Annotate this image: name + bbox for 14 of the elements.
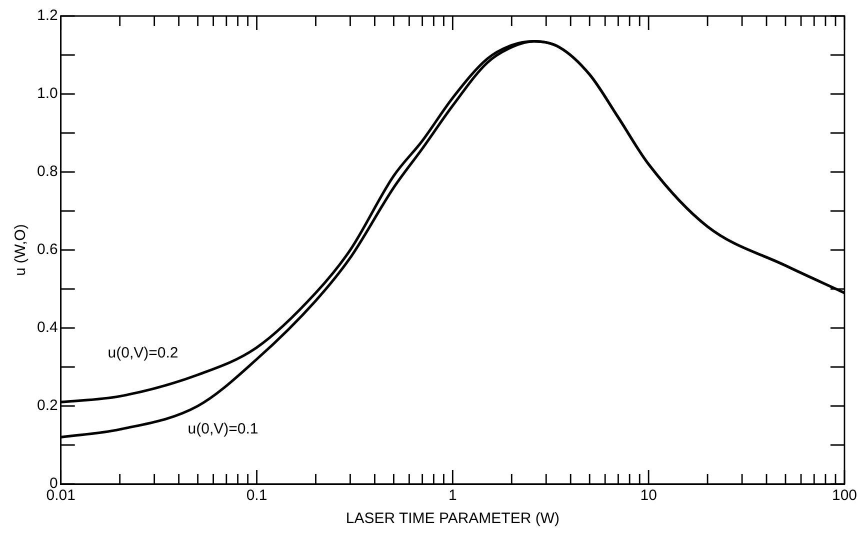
x-axis-title: LASER TIME PARAMETER (W) xyxy=(346,510,560,528)
x-tick-label: 10 xyxy=(640,487,657,504)
y-tick-label: 0.6 xyxy=(36,241,58,258)
y-tick-label: 1.0 xyxy=(36,85,58,102)
x-tick-label: 100 xyxy=(832,487,857,504)
x-tick-label: 0.1 xyxy=(246,487,268,504)
y-tick-label: 0.4 xyxy=(36,319,58,336)
y-axis-title: u (W,O) xyxy=(12,224,30,276)
y-tick-label: 1.2 xyxy=(36,7,58,24)
y-tick-label: 0.2 xyxy=(36,397,58,414)
x-tick-label: 1 xyxy=(448,487,457,504)
series-label: u(0,V)=0.1 xyxy=(188,420,258,438)
y-tick-label: 0.8 xyxy=(36,163,58,180)
series-label: u(0,V)=0.2 xyxy=(108,344,178,362)
